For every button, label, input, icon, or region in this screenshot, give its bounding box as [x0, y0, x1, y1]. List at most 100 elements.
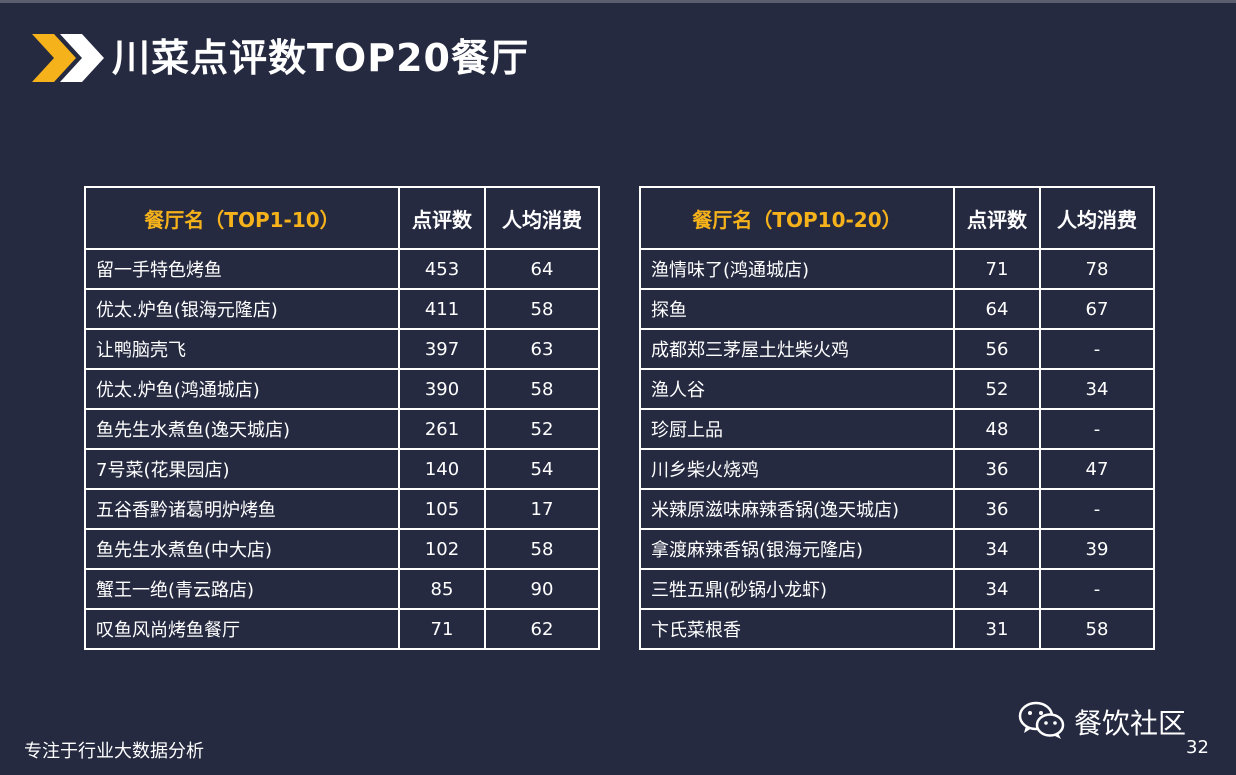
table-row: 米辣原滋味麻辣香锅(逸天城店) 36-: [639, 488, 1155, 530]
page-number: 32: [1186, 737, 1209, 758]
column-header-reviews: 点评数: [953, 186, 1041, 250]
table-row: 优太.炉鱼(鸿通城店) 390 58: [84, 368, 600, 410]
cell-avg-spend: 58: [1039, 608, 1155, 650]
cell-restaurant-name: 珍厨上品: [639, 408, 955, 450]
cell-review-count: 71: [398, 608, 486, 650]
ranking-table-top10-20: 餐厅名（TOP10-20） 点评数 人均消费 渔情味了(鸿通城店) 71 78 探鱼 6…: [639, 186, 1155, 650]
cell-avg-spend: 64: [484, 248, 600, 290]
cell-avg-spend: 39: [1039, 528, 1155, 570]
cell-avg-spend: 54: [484, 448, 600, 490]
table-row: 鱼先生水煮鱼(逸天城店) 261 52: [84, 408, 600, 450]
cell-review-count: 105: [398, 488, 486, 530]
cell-restaurant-name: 鱼先生水煮鱼(逸天城店): [84, 408, 400, 450]
double-chevron-icon: [32, 34, 106, 82]
cell-restaurant-name: 成都郑三茅屋土灶柴火鸡: [639, 328, 955, 370]
cell-avg-spend: 62: [484, 608, 600, 650]
cell-review-count: 52: [953, 368, 1041, 410]
table-row: 拿渡麻辣香锅(银海元隆店) 34 39: [639, 528, 1155, 570]
cell-review-count: 48: [953, 408, 1041, 450]
table-row: 五谷香黔诸葛明炉烤鱼 105 17: [84, 488, 600, 530]
cell-review-count: 453: [398, 248, 486, 290]
cell-avg-spend: 63: [484, 328, 600, 370]
cell-avg-spend: 52: [484, 408, 600, 450]
cell-avg-spend: -: [1039, 488, 1155, 530]
table-body: 渔情味了(鸿通城店) 71 78 探鱼 64 67 成都郑三茅屋土灶柴火鸡 56- 渔人谷 52 3…: [639, 248, 1155, 650]
cell-restaurant-name: 渔情味了(鸿通城店): [639, 248, 955, 290]
cell-restaurant-name: 优太.炉鱼(鸿通城店): [84, 368, 400, 410]
ranking-table-top1-10: 餐厅名（TOP1-10） 点评数 人均消费 留一手特色烤鱼 453 64 优太.炉鱼(…: [84, 186, 600, 650]
cell-restaurant-name: 7号菜(花果园店): [84, 448, 400, 490]
cell-restaurant-name: 拿渡麻辣香锅(银海元隆店): [639, 528, 955, 570]
cell-review-count: 36: [953, 448, 1041, 490]
cell-restaurant-name: 探鱼: [639, 288, 955, 330]
table-row: 鱼先生水煮鱼(中大店) 102 58: [84, 528, 600, 570]
column-header-reviews: 点评数: [398, 186, 486, 250]
footer-tagline: 专注于行业大数据分析: [24, 741, 204, 762]
top-border: [0, 0, 1236, 3]
cell-avg-spend: -: [1039, 328, 1155, 370]
cell-review-count: 102: [398, 528, 486, 570]
cell-review-count: 56: [953, 328, 1041, 370]
column-header-avg-spend: 人均消费: [1039, 186, 1155, 250]
cell-review-count: 411: [398, 288, 486, 330]
cell-avg-spend: 34: [1039, 368, 1155, 410]
table-row: 蟹王一绝(青云路店) 85 90: [84, 568, 600, 610]
page-title: 川菜点评数TOP20餐厅: [112, 36, 529, 80]
column-header-avg-spend: 人均消费: [484, 186, 600, 250]
cell-restaurant-name: 米辣原滋味麻辣香锅(逸天城店): [639, 488, 955, 530]
brand-name: 餐饮社区: [1074, 707, 1187, 740]
cell-avg-spend: 17: [484, 488, 600, 530]
cell-avg-spend: 78: [1039, 248, 1155, 290]
cell-review-count: 397: [398, 328, 486, 370]
cell-review-count: 64: [953, 288, 1041, 330]
cell-restaurant-name: 优太.炉鱼(银海元隆店): [84, 288, 400, 330]
cell-restaurant-name: 三牲五鼎(砂锅小龙虾): [639, 568, 955, 610]
cell-avg-spend: 67: [1039, 288, 1155, 330]
cell-avg-spend: -: [1039, 408, 1155, 450]
cell-review-count: 34: [953, 528, 1041, 570]
cell-restaurant-name: 蟹王一绝(青云路店): [84, 568, 400, 610]
cell-review-count: 140: [398, 448, 486, 490]
table-row: 三牲五鼎(砂锅小龙虾) 34-: [639, 568, 1155, 610]
table-row: 渔情味了(鸿通城店) 71 78: [639, 248, 1155, 290]
cell-restaurant-name: 让鸭脑壳飞: [84, 328, 400, 370]
table-header-row: 餐厅名（TOP10-20） 点评数 人均消费: [639, 186, 1155, 250]
table-row: 渔人谷 52 34: [639, 368, 1155, 410]
cell-review-count: 36: [953, 488, 1041, 530]
table-row: 叹鱼风尚烤鱼餐厅 71 62: [84, 608, 600, 650]
table-row: 让鸭脑壳飞 397 63: [84, 328, 600, 370]
cell-review-count: 31: [953, 608, 1041, 650]
cell-avg-spend: -: [1039, 568, 1155, 610]
table-row: 珍厨上品 48-: [639, 408, 1155, 450]
table-header-row: 餐厅名（TOP1-10） 点评数 人均消费: [84, 186, 600, 250]
table-body: 留一手特色烤鱼 453 64 优太.炉鱼(银海元隆店) 411 58 让鸭脑壳飞 397 63 优…: [84, 248, 600, 650]
table-row: 探鱼 64 67: [639, 288, 1155, 330]
cell-review-count: 85: [398, 568, 486, 610]
cell-restaurant-name: 留一手特色烤鱼: [84, 248, 400, 290]
table-row: 7号菜(花果园店) 140 54: [84, 448, 600, 490]
cell-review-count: 390: [398, 368, 486, 410]
cell-avg-spend: 58: [484, 528, 600, 570]
column-header-restaurant: 餐厅名（TOP10-20）: [639, 186, 955, 250]
wechat-icon: [1018, 700, 1066, 744]
cell-avg-spend: 58: [484, 368, 600, 410]
cell-review-count: 71: [953, 248, 1041, 290]
cell-review-count: 261: [398, 408, 486, 450]
cell-avg-spend: 58: [484, 288, 600, 330]
cell-avg-spend: 90: [484, 568, 600, 610]
cell-restaurant-name: 五谷香黔诸葛明炉烤鱼: [84, 488, 400, 530]
table-row: 卞氏菜根香 31 58: [639, 608, 1155, 650]
table-row: 成都郑三茅屋土灶柴火鸡 56-: [639, 328, 1155, 370]
cell-restaurant-name: 川乡柴火烧鸡: [639, 448, 955, 490]
table-row: 留一手特色烤鱼 453 64: [84, 248, 600, 290]
cell-review-count: 34: [953, 568, 1041, 610]
table-row: 川乡柴火烧鸡 36 47: [639, 448, 1155, 490]
brand-logo: 餐饮社区: [1018, 700, 1186, 744]
cell-avg-spend: 47: [1039, 448, 1155, 490]
cell-restaurant-name: 鱼先生水煮鱼(中大店): [84, 528, 400, 570]
table-row: 优太.炉鱼(银海元隆店) 411 58: [84, 288, 600, 330]
title-bar: 川菜点评数TOP20餐厅: [32, 34, 529, 82]
cell-restaurant-name: 卞氏菜根香: [639, 608, 955, 650]
cell-restaurant-name: 渔人谷: [639, 368, 955, 410]
cell-restaurant-name: 叹鱼风尚烤鱼餐厅: [84, 608, 400, 650]
